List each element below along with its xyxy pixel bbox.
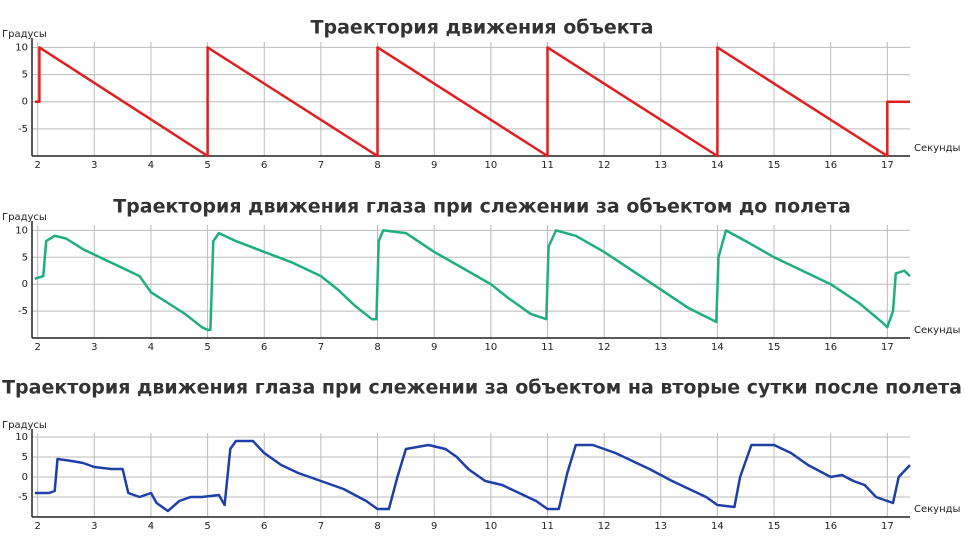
x-tick-label: 14 xyxy=(711,160,724,171)
x-tick-label: 10 xyxy=(484,342,497,353)
y-axis-label: Градусы xyxy=(2,29,47,40)
x-tick-label: 15 xyxy=(768,521,781,532)
x-tick-label: 6 xyxy=(261,342,267,353)
x-tick-label: 16 xyxy=(824,521,837,532)
x-tick-label: 10 xyxy=(484,160,497,171)
x-tick-label: 17 xyxy=(881,521,894,532)
x-axis-label: Секунды xyxy=(914,325,960,336)
x-tick-label: 6 xyxy=(261,160,267,171)
x-tick-label: 9 xyxy=(431,160,437,171)
x-tick-label: 2 xyxy=(34,521,40,532)
x-axis-label: Секунды xyxy=(914,143,960,154)
x-tick-label: 5 xyxy=(204,160,210,171)
data-line xyxy=(34,229,911,332)
chart-title: Траектория движения глаза при слежении з… xyxy=(113,196,851,218)
y-tick-label: -5 xyxy=(18,124,28,135)
x-tick-label: 14 xyxy=(711,342,724,353)
x-tick-label: 13 xyxy=(654,160,667,171)
x-tick-label: 17 xyxy=(881,160,894,171)
x-tick-label: 9 xyxy=(431,521,437,532)
x-tick-label: 13 xyxy=(654,521,667,532)
x-tick-label: 16 xyxy=(824,160,837,171)
x-tick-label: 11 xyxy=(541,342,554,353)
x-tick-label: 16 xyxy=(824,342,837,353)
x-tick-label: 4 xyxy=(148,521,154,532)
y-tick-label: 0 xyxy=(22,472,28,483)
x-tick-label: 17 xyxy=(881,342,894,353)
x-tick-label: 9 xyxy=(431,342,437,353)
x-tick-label: 2 xyxy=(34,342,40,353)
y-tick-label: 0 xyxy=(22,279,28,290)
x-tick-label: 12 xyxy=(598,521,611,532)
y-tick-label: -5 xyxy=(18,306,28,317)
data-line xyxy=(34,46,910,158)
x-tick-label: 12 xyxy=(598,342,611,353)
x-tick-label: 13 xyxy=(654,342,667,353)
data-line xyxy=(34,439,911,513)
chart-title: Траектория движения объекта xyxy=(311,17,654,39)
x-tick-label: 8 xyxy=(374,342,380,353)
x-tick-label: 2 xyxy=(34,160,40,171)
x-tick-label: 3 xyxy=(91,160,97,171)
x-tick-label: 4 xyxy=(148,160,154,171)
x-tick-label: 10 xyxy=(484,521,497,532)
x-tick-label: 11 xyxy=(541,521,554,532)
x-tick-label: 15 xyxy=(768,342,781,353)
x-axis-label: Секунды xyxy=(914,504,960,515)
x-tick-label: 15 xyxy=(768,160,781,171)
y-tick-label: 5 xyxy=(22,70,28,81)
x-tick-label: 6 xyxy=(261,521,267,532)
y-tick-label: 10 xyxy=(15,432,28,443)
x-tick-label: 7 xyxy=(318,521,324,532)
x-tick-label: 3 xyxy=(91,342,97,353)
x-tick-label: 3 xyxy=(91,521,97,532)
y-tick-label: 5 xyxy=(22,252,28,263)
x-tick-label: 5 xyxy=(204,521,210,532)
x-tick-label: 4 xyxy=(148,342,154,353)
y-axis-label: Градусы xyxy=(2,420,47,431)
y-axis-label: Градусы xyxy=(2,212,47,223)
y-tick-label: 10 xyxy=(15,225,28,236)
x-tick-label: 7 xyxy=(318,160,324,171)
x-tick-label: 8 xyxy=(374,160,380,171)
x-tick-label: 14 xyxy=(711,521,724,532)
y-tick-label: 0 xyxy=(22,97,28,108)
y-tick-label: 10 xyxy=(15,42,28,53)
y-tick-label: 5 xyxy=(22,452,28,463)
x-tick-label: 8 xyxy=(374,521,380,532)
x-tick-label: 12 xyxy=(598,160,611,171)
chart-title: Траектория движения глаза при слежении з… xyxy=(2,377,962,399)
x-tick-label: 11 xyxy=(541,160,554,171)
y-tick-label: -5 xyxy=(18,492,28,503)
x-tick-label: 5 xyxy=(204,342,210,353)
x-tick-label: 7 xyxy=(318,342,324,353)
